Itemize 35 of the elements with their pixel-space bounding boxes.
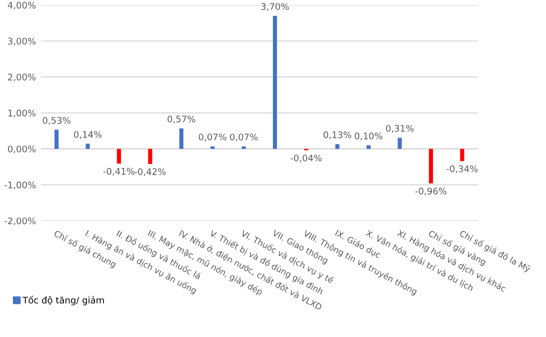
bar: [460, 148, 464, 162]
legend-label: Tốc độ tăng/ giảm: [22, 296, 104, 306]
y-tick-label: 0,00%: [8, 146, 36, 154]
y-tick-label: 2,00%: [8, 74, 36, 82]
data-label: 3,70%: [261, 3, 289, 11]
data-label: -0,34%: [446, 165, 478, 174]
bar: [86, 144, 90, 149]
y-tick-label: 4,00%: [8, 2, 36, 10]
data-label: 0,07%: [230, 134, 258, 142]
bar: [398, 138, 402, 149]
data-label: 0,57%: [168, 116, 196, 124]
y-tick-label: 3,00%: [8, 38, 36, 46]
bar: [272, 16, 277, 149]
data-label: 0,13%: [324, 131, 352, 140]
bar: [179, 128, 184, 149]
y-tick-label: 1,00%: [8, 110, 36, 118]
data-label: -0,41%: [103, 168, 134, 176]
bar: [242, 146, 246, 149]
bar: [116, 148, 121, 164]
data-label: 0,10%: [354, 132, 382, 140]
data-label: 0,53%: [42, 117, 70, 125]
data-label: -0,96%: [415, 188, 446, 196]
data-label: -0,42%: [134, 168, 166, 176]
bar: [148, 148, 152, 164]
bar: [210, 146, 215, 149]
data-label: 0,31%: [386, 124, 414, 133]
bar: [366, 145, 371, 149]
data-label: 0,07%: [198, 134, 226, 142]
data-label: 0,14%: [74, 131, 102, 139]
y-tick-label: -1,00%: [4, 182, 36, 190]
data-label: -0,04%: [290, 154, 322, 162]
bar: [54, 130, 59, 149]
bar: [428, 148, 433, 184]
y-tick-label: -2,00%: [4, 217, 36, 226]
bar: [335, 144, 340, 149]
